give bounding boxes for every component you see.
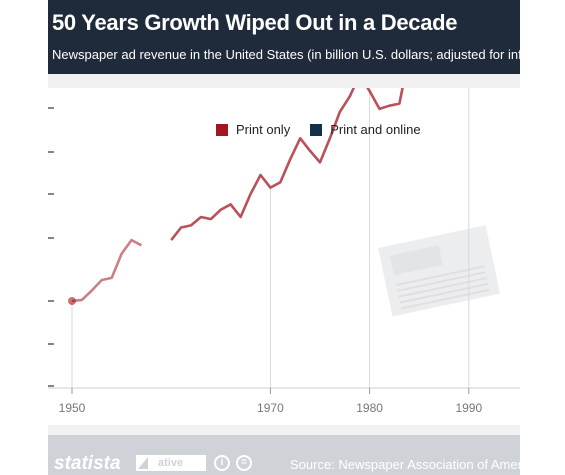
legend-item-1[interactable]: Print and online: [310, 122, 421, 137]
watermark-line: [395, 265, 485, 287]
chart-svg: 19501970198019902000: [48, 88, 520, 415]
series-line-print-only: [71, 238, 143, 303]
chart-footer: statista ative mmons i = Source: Newspap…: [48, 435, 520, 475]
watermark-line: [397, 271, 486, 292]
legend: Print only Print and online: [216, 122, 441, 137]
legend-label: Print only: [236, 122, 291, 137]
source-text: Source: Newspaper Association of America: [290, 457, 520, 472]
series-line-print-only: [170, 88, 404, 241]
watermark-line: [398, 277, 487, 298]
legend-label: Print and online: [330, 122, 421, 137]
info-icon[interactable]: i: [214, 455, 230, 471]
legend-swatch: [310, 123, 323, 136]
newspaper-watermark-icon: [378, 225, 501, 317]
equal-icon: =: [236, 455, 252, 471]
legend-item-0[interactable]: Print only: [216, 122, 290, 137]
series-start-point: [68, 297, 76, 305]
chart-header: 50 Years Growth Wiped Out in a Decade Ne…: [48, 0, 520, 74]
x-tick-label: 1990: [455, 401, 482, 415]
x-tick-label: 1980: [356, 401, 383, 415]
x-tick-label: 1950: [59, 401, 86, 415]
chart-card: 50 Years Growth Wiped Out in a Decade Ne…: [48, 0, 520, 475]
statista-logo[interactable]: statista: [54, 453, 121, 474]
watermark-shape: [389, 245, 443, 276]
watermark-line: [400, 288, 490, 310]
watermark-line: [399, 282, 489, 304]
x-tick-label: 1970: [257, 401, 284, 415]
creative-commons-mark: ative mmons: [136, 455, 206, 475]
chart-subtitle: Newspaper ad revenue in the United State…: [52, 47, 520, 62]
legend-swatch: [216, 123, 228, 136]
watermark-shape: [378, 225, 501, 317]
chart-title: 50 Years Growth Wiped Out in a Decade: [52, 10, 458, 35]
